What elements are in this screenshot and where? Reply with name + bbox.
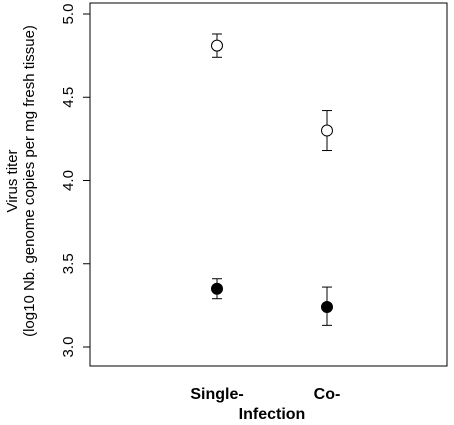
x-axis-label: Infection bbox=[239, 406, 306, 423]
y-axis-label-line2: (log10 Nb. genome copies per mg fresh ti… bbox=[21, 25, 38, 337]
y-tick-label: 3.0 bbox=[60, 337, 77, 358]
y-axis-label-line1: Virus titer bbox=[4, 149, 21, 212]
data-marks bbox=[211, 33, 333, 326]
x-category-label: Single- bbox=[190, 386, 243, 403]
y-tick-label: 5.0 bbox=[60, 4, 77, 25]
x-category-label: Co- bbox=[314, 386, 341, 403]
y-tick-label: 3.5 bbox=[60, 253, 77, 274]
y-axis: 3.0 3.5 4.0 4.5 5.0 bbox=[60, 4, 90, 358]
data-point-filled bbox=[321, 301, 333, 314]
plot-frame bbox=[89, 2, 448, 367]
data-point-open bbox=[321, 124, 333, 137]
y-tick-label: 4.0 bbox=[60, 170, 77, 191]
y-tick-label: 4.5 bbox=[60, 87, 77, 108]
x-axis: Single- Co- bbox=[190, 386, 340, 403]
data-point-filled bbox=[211, 282, 223, 295]
data-point-open bbox=[211, 39, 223, 52]
y-axis-label: Virus titer (log10 Nb. genome copies per… bbox=[4, 25, 38, 337]
